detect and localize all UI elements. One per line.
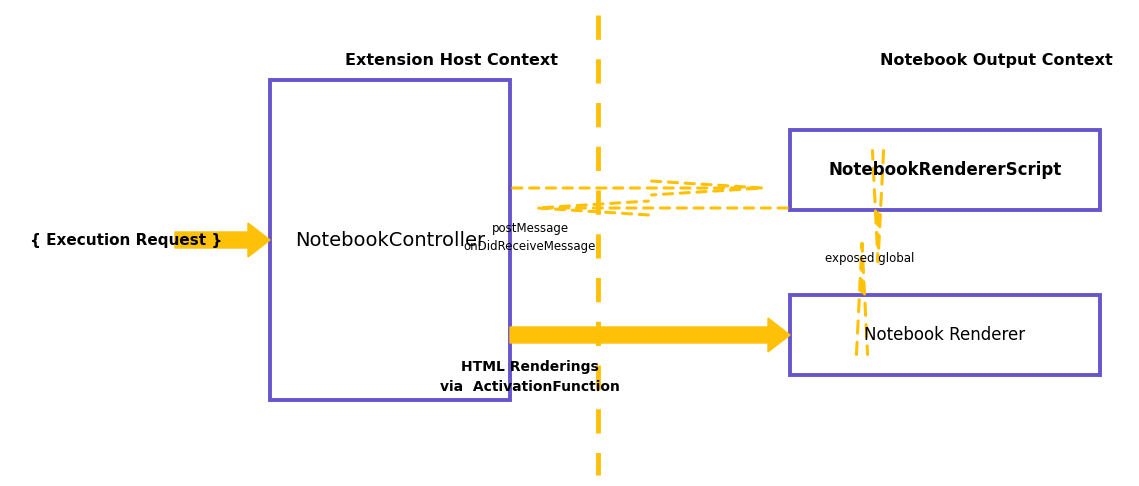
Text: Notebook Renderer: Notebook Renderer xyxy=(865,326,1025,344)
FancyArrow shape xyxy=(510,318,790,352)
Text: Extension Host Context: Extension Host Context xyxy=(345,53,558,68)
Text: NotebookRendererScript: NotebookRendererScript xyxy=(828,161,1062,179)
Text: { Execution Request }: { Execution Request } xyxy=(30,232,222,247)
Text: Notebook Output Context: Notebook Output Context xyxy=(880,53,1113,68)
FancyBboxPatch shape xyxy=(790,295,1100,375)
FancyArrow shape xyxy=(175,223,270,257)
FancyBboxPatch shape xyxy=(270,80,510,400)
FancyBboxPatch shape xyxy=(790,130,1100,210)
Text: exposed global: exposed global xyxy=(826,251,915,264)
Text: NotebookController: NotebookController xyxy=(295,230,485,249)
Text: postMessage
onDidReceiveMessage: postMessage onDidReceiveMessage xyxy=(464,222,596,253)
Text: HTML Renderings
via  ActivationFunction: HTML Renderings via ActivationFunction xyxy=(440,360,620,394)
